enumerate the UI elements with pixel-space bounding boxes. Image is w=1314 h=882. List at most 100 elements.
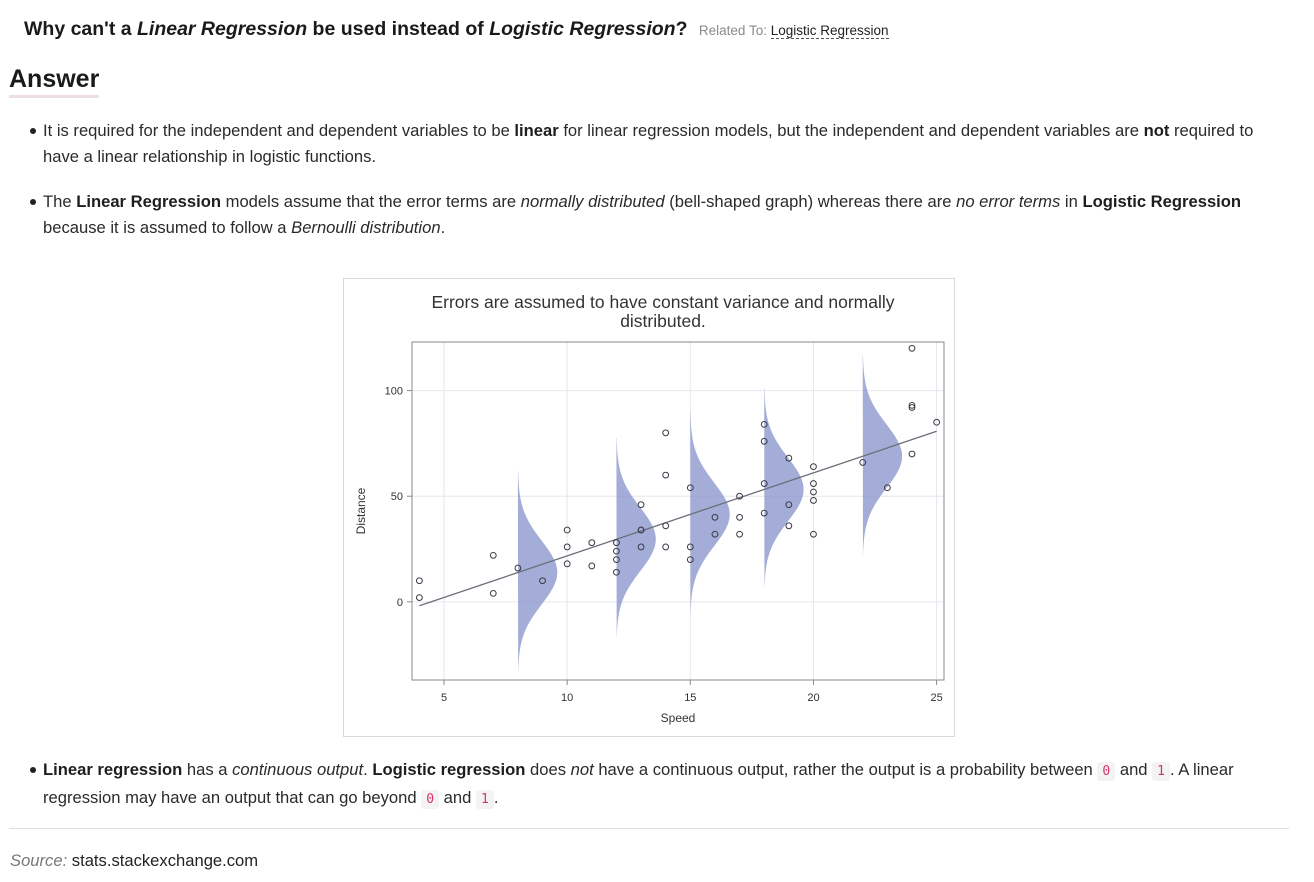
data-point bbox=[810, 480, 817, 487]
data-point bbox=[662, 471, 670, 479]
text: and bbox=[1115, 760, 1153, 779]
italic-text: not bbox=[570, 760, 594, 779]
text: The bbox=[43, 192, 77, 211]
data-point bbox=[810, 530, 817, 538]
data-point bbox=[637, 501, 645, 509]
inline-code: 1 bbox=[475, 789, 494, 809]
error-curves bbox=[517, 354, 903, 674]
regression-line bbox=[419, 430, 937, 607]
source-line: Source: stats.stackexchange.com bbox=[10, 851, 258, 871]
text: . bbox=[363, 760, 373, 779]
text: does bbox=[525, 760, 571, 779]
inline-code: 1 bbox=[1152, 762, 1170, 781]
data-point bbox=[415, 577, 423, 585]
x-tick-label: 10 bbox=[561, 692, 573, 704]
data-point bbox=[810, 497, 817, 504]
bold-text: Logistic Regression bbox=[1082, 192, 1242, 211]
data-point bbox=[588, 539, 596, 547]
data-point bbox=[810, 488, 817, 496]
data-point bbox=[489, 551, 497, 559]
data-point bbox=[662, 522, 670, 530]
text: because it is assumed to follow a bbox=[43, 217, 292, 237]
error-curve bbox=[862, 354, 903, 558]
data-point bbox=[514, 564, 522, 572]
regression-chart: Errors are assumed to have constant vari… bbox=[354, 292, 945, 725]
text: . A linear regression may have an output… bbox=[43, 760, 1234, 807]
data-point bbox=[563, 543, 571, 551]
bold-text: Logistic regression bbox=[372, 760, 526, 779]
question-term-logistic: Logistic Regression bbox=[489, 18, 676, 40]
data-point bbox=[563, 560, 571, 568]
inline-code: 0 bbox=[1097, 762, 1116, 781]
data-point bbox=[859, 459, 867, 466]
question-prefix: Why can't a bbox=[24, 18, 137, 40]
answer-bullet-linearity: It is required for the independent and d… bbox=[30, 118, 1288, 169]
related-prefix: Related To: bbox=[698, 23, 771, 38]
data-point bbox=[760, 420, 768, 428]
text: and bbox=[439, 787, 476, 807]
data-point bbox=[785, 454, 793, 462]
text: have a continuous output, rather the out… bbox=[593, 760, 1098, 779]
data-point bbox=[760, 509, 768, 517]
data-point bbox=[686, 556, 694, 563]
question-term-linear: Linear Regression bbox=[137, 18, 308, 40]
data-point bbox=[760, 480, 768, 487]
data-point bbox=[588, 562, 596, 570]
x-tick-label: 5 bbox=[441, 692, 447, 704]
y-axis-label: Distance bbox=[354, 487, 368, 534]
y-tick-label: 50 bbox=[391, 491, 403, 503]
text: models assume that the error terms are bbox=[221, 192, 521, 211]
data-point bbox=[662, 429, 670, 437]
data-point bbox=[883, 484, 891, 492]
bold-text: not bbox=[1143, 121, 1170, 140]
inline-code: 0 bbox=[421, 789, 440, 809]
data-point bbox=[908, 404, 916, 411]
data-point bbox=[736, 492, 743, 500]
data-point bbox=[539, 577, 546, 585]
data-point bbox=[662, 543, 670, 551]
error-curve bbox=[616, 437, 656, 641]
data-point bbox=[686, 543, 694, 551]
data-point bbox=[415, 594, 423, 602]
chart-title-line-2: distributed. bbox=[620, 311, 706, 331]
question-title: Why can't a Linear Regression be used in… bbox=[24, 18, 889, 41]
data-point bbox=[613, 556, 620, 563]
bold-text: Linear regression bbox=[43, 760, 183, 779]
italic-text: normally distributed bbox=[520, 192, 665, 211]
data-point bbox=[686, 484, 694, 492]
data-point bbox=[908, 401, 916, 409]
divider bbox=[9, 828, 1289, 829]
data-point bbox=[637, 526, 645, 534]
data-point bbox=[613, 568, 620, 576]
related-link[interactable]: Logistic Regression bbox=[770, 23, 889, 39]
chart-grid bbox=[412, 342, 944, 680]
x-axis-label: Speed bbox=[661, 711, 696, 725]
plot-frame bbox=[411, 341, 945, 681]
question-suffix: ? bbox=[675, 18, 688, 40]
italic-text: no error terms bbox=[956, 192, 1061, 211]
error-curve bbox=[764, 388, 804, 591]
data-point bbox=[908, 344, 916, 352]
source-label: Source: bbox=[10, 851, 68, 870]
data-points bbox=[415, 344, 941, 602]
data-point bbox=[810, 463, 817, 471]
data-point bbox=[760, 437, 768, 445]
text: in bbox=[1060, 192, 1083, 211]
text: . bbox=[493, 787, 499, 807]
answer-heading: Answer bbox=[9, 63, 100, 98]
italic-text: continuous output bbox=[232, 760, 364, 779]
question-middle: be used instead of bbox=[307, 18, 490, 40]
error-curve bbox=[517, 471, 558, 674]
x-tick-label: 15 bbox=[684, 692, 696, 704]
related-to: Related To: Logistic Regression bbox=[698, 23, 889, 39]
text: (bell-shaped graph) whereas there are bbox=[664, 192, 957, 211]
data-point bbox=[785, 522, 793, 530]
text: . bbox=[440, 217, 446, 237]
text: required to have a linear relationship i… bbox=[43, 121, 1254, 166]
y-tick-label: 100 bbox=[385, 386, 403, 398]
data-point bbox=[613, 547, 620, 555]
bold-text: Linear Regression bbox=[76, 192, 222, 211]
text: It is required for the independent and d… bbox=[43, 121, 515, 140]
bold-text: linear bbox=[514, 121, 559, 140]
data-point bbox=[908, 450, 916, 458]
